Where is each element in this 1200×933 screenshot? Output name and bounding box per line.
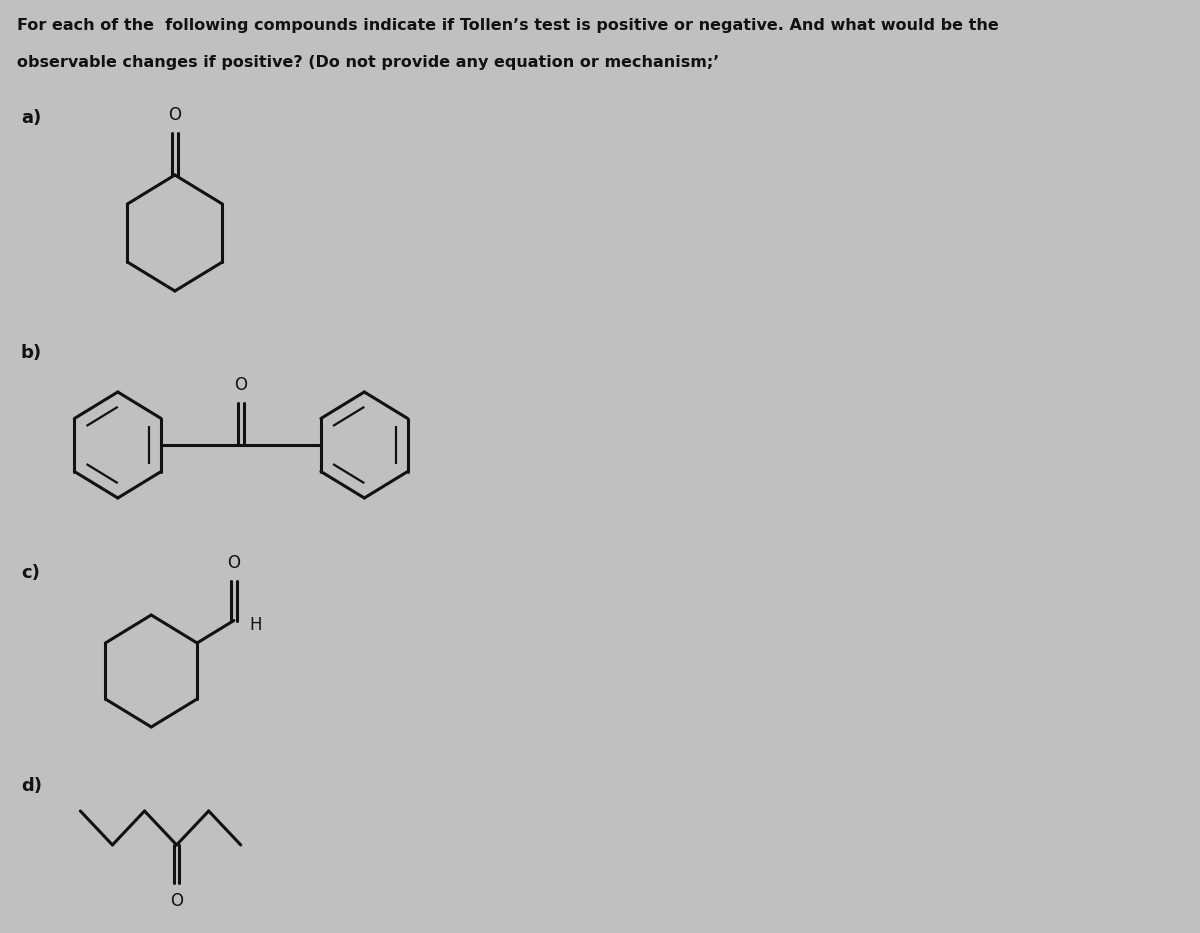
- Text: c): c): [20, 564, 40, 582]
- Text: b): b): [20, 344, 42, 362]
- Text: a): a): [20, 109, 41, 127]
- Text: observable changes if positive? (Do not provide any equation or mechanism;’: observable changes if positive? (Do not …: [17, 55, 719, 70]
- Text: d): d): [20, 777, 42, 795]
- Text: O: O: [168, 106, 181, 124]
- Text: O: O: [228, 553, 240, 572]
- Text: O: O: [234, 376, 247, 394]
- Text: For each of the  following compounds indicate if Tollen’s test is positive or ne: For each of the following compounds indi…: [17, 18, 998, 33]
- Text: H: H: [250, 616, 262, 634]
- Text: O: O: [170, 892, 184, 910]
